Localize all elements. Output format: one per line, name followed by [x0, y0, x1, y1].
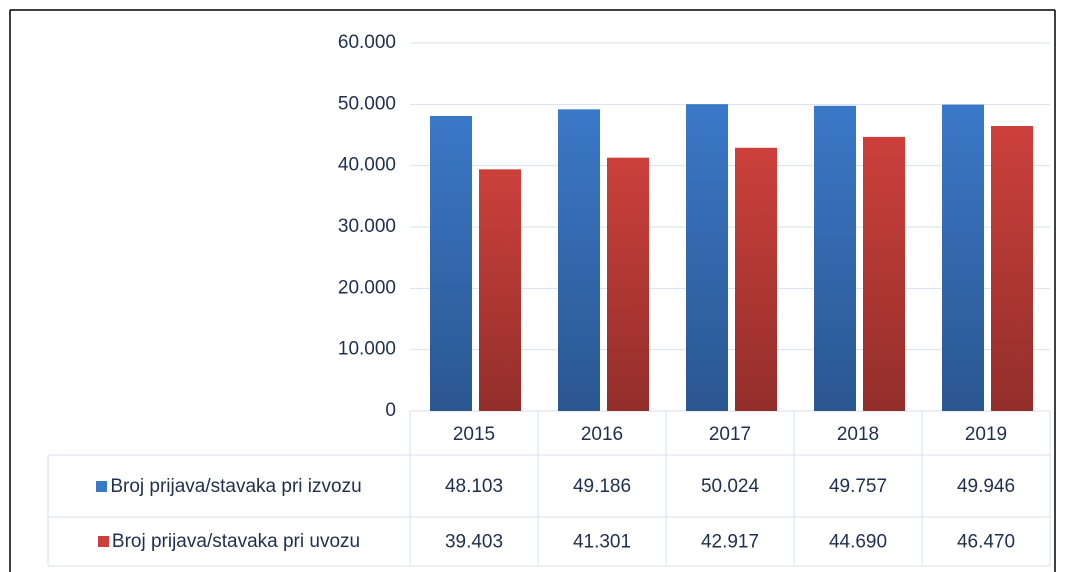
legend-swatch	[97, 536, 109, 547]
legend-text: Broj prijava/stavaka pri uvozu	[111, 531, 361, 552]
table-value: 49.186	[573, 476, 631, 497]
table-value: 48.103	[445, 476, 503, 497]
bar-shade	[814, 105, 856, 411]
y-tick-label: 20.000	[338, 277, 396, 298]
x-tick-label: 2019	[965, 424, 1007, 445]
bar-shade	[430, 115, 472, 412]
table-value: 42.917	[701, 532, 759, 553]
y-tick-label: 50.000	[338, 93, 396, 114]
legend-entry: Broj prijava/stavaka pri izvozu	[50, 455, 408, 517]
x-tick-label: 2017	[709, 424, 751, 445]
table-value: 44.690	[829, 532, 887, 553]
legend-cell: Broj prijava/stavaka pri izvozu	[50, 455, 408, 517]
table-value: 49.757	[829, 476, 887, 497]
table-value: 41.301	[573, 532, 631, 553]
bar-shade	[991, 125, 1033, 411]
y-tick-label: 0	[385, 400, 396, 421]
legend-text: Broj prijava/stavaka pri izvozu	[110, 475, 362, 497]
bar-shade	[558, 109, 600, 411]
legend-swatch	[96, 480, 108, 492]
bar-shade	[863, 136, 905, 411]
bar-shade	[942, 104, 984, 411]
y-tick-label: 40.000	[338, 155, 396, 176]
y-tick-label: 10.000	[338, 339, 396, 360]
legend-label: Broj prijava/stavaka pri izvozu	[96, 475, 362, 498]
bar-shade	[686, 104, 728, 412]
y-tick-label: 30.000	[338, 216, 396, 237]
bar-shade	[735, 147, 777, 411]
x-tick-label: 2018	[837, 424, 879, 445]
x-tick-label: 2016	[581, 424, 623, 445]
y-tick-label: 60.000	[338, 32, 396, 53]
legend-label: Broj prijava/stavaka pri uvozu	[97, 530, 361, 553]
legend-cell: Broj prijava/stavaka pri uvozu	[50, 517, 408, 566]
table-value: 49.946	[957, 476, 1015, 497]
table-value: 46.470	[957, 532, 1015, 553]
table-value: 39.403	[445, 532, 503, 553]
x-tick-label: 2015	[453, 424, 495, 445]
bar-shade	[607, 157, 649, 411]
legend-entry: Broj prijava/stavaka pri uvozu	[50, 517, 408, 566]
table-value: 50.024	[701, 476, 760, 497]
bar-shade	[479, 169, 521, 411]
